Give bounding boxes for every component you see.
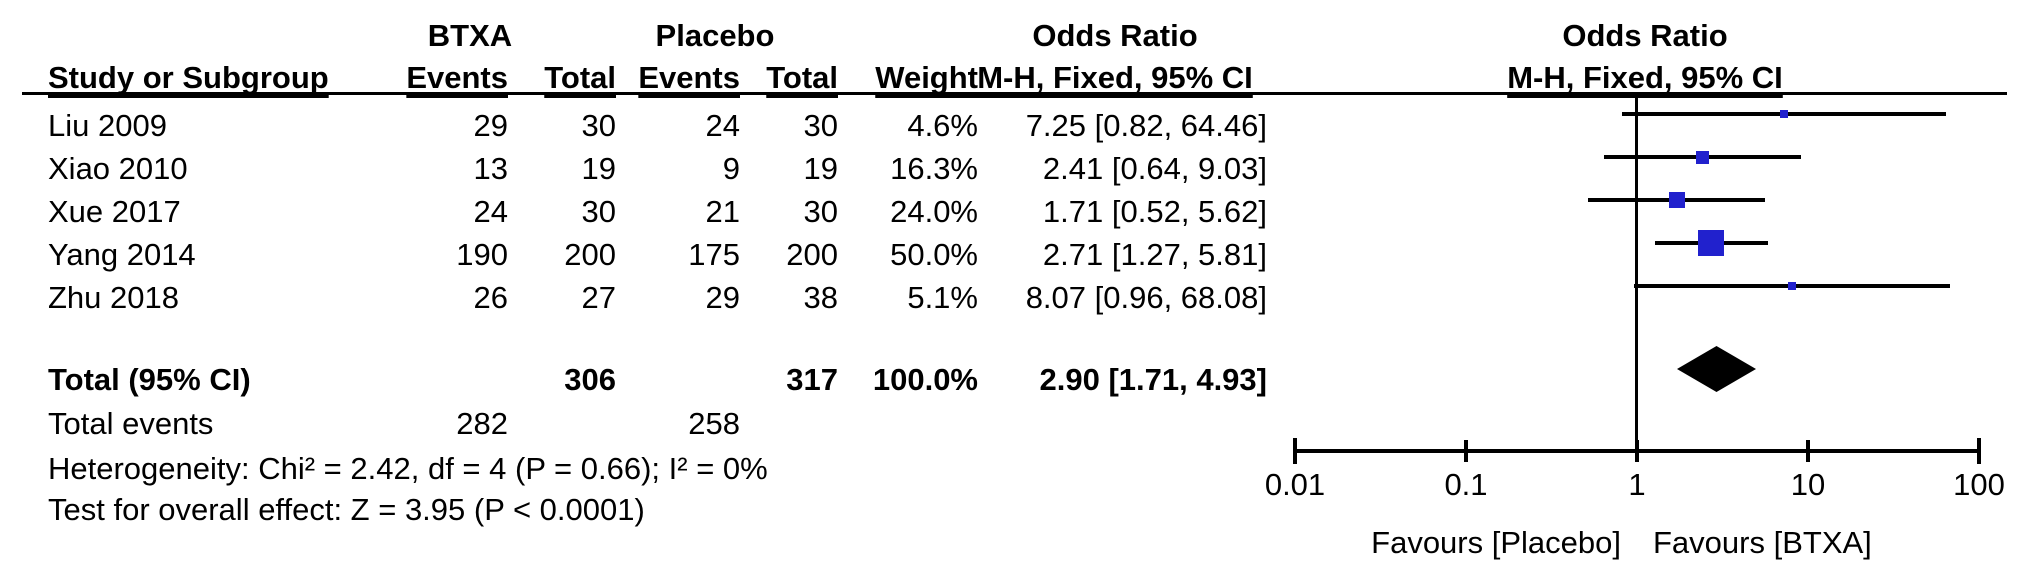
- or-square: [1698, 230, 1724, 256]
- x-axis-tick: [1806, 440, 1810, 462]
- heterogeneity-stats: Heterogeneity: Chi² = 2.42, df = 4 (P = …: [48, 451, 768, 486]
- x-axis-tick-label: 0.1: [1444, 467, 1488, 502]
- study-total-btxa: 30: [581, 194, 616, 229]
- total-btxa-total: 306: [564, 362, 616, 397]
- total-events-placebo: 258: [688, 406, 740, 441]
- study-events-btxa: 29: [473, 108, 508, 143]
- col-header-placebo-total: Total: [766, 60, 838, 95]
- total-row-label: Total (95% CI): [48, 362, 251, 397]
- total-events-btxa: 282: [456, 406, 508, 441]
- odds-ratio-header-plot-col: Odds Ratio: [1562, 18, 1728, 53]
- study-events-placebo: 29: [705, 280, 740, 315]
- col-header-mh-ci-plot: M-H, Fixed, 95% CI: [1507, 60, 1783, 95]
- total-weight: 100.0%: [872, 362, 978, 397]
- x-axis-tick-label: 100: [1953, 467, 2005, 502]
- header-rule: [22, 92, 2007, 95]
- study-ci-text: 2.71 [1.27, 5.81]: [1042, 237, 1267, 272]
- study-events-placebo: 175: [688, 237, 740, 272]
- group-header-placebo: Placebo: [655, 18, 775, 53]
- study-events-btxa: 13: [473, 151, 508, 186]
- x-axis-tick: [1293, 438, 1297, 464]
- study-total-btxa: 200: [564, 237, 616, 272]
- total-events-label: Total events: [48, 406, 214, 441]
- study-events-placebo: 9: [722, 151, 740, 186]
- study-weight: 50.0%: [890, 237, 978, 272]
- x-axis-tick-label: 0.01: [1264, 467, 1326, 502]
- col-header-placebo-events: Events: [638, 60, 740, 95]
- odds-ratio-header-text-col: Odds Ratio: [1032, 18, 1198, 53]
- study-events-btxa: 24: [473, 194, 508, 229]
- study-ci-text: 7.25 [0.82, 64.46]: [1025, 108, 1267, 143]
- no-effect-line: [1635, 95, 1638, 451]
- col-header-study: Study or Subgroup: [48, 60, 329, 95]
- study-weight: 16.3%: [890, 151, 978, 186]
- pooled-effect-diamond: [1677, 346, 1756, 392]
- col-header-btxa-events: Events: [406, 60, 508, 95]
- col-header-btxa-total: Total: [544, 60, 616, 95]
- study-events-btxa: 26: [473, 280, 508, 315]
- or-square: [1780, 110, 1788, 118]
- study-total-placebo: 30: [803, 108, 838, 143]
- study-ci-text: 2.41 [0.64, 9.03]: [1042, 151, 1267, 186]
- or-square: [1696, 151, 1709, 164]
- or-square: [1788, 282, 1796, 290]
- study-name: Zhu 2018: [48, 280, 179, 315]
- x-axis-tick: [1635, 440, 1639, 462]
- study-weight: 24.0%: [890, 194, 978, 229]
- study-weight: 4.6%: [907, 108, 978, 143]
- study-total-placebo: 30: [803, 194, 838, 229]
- study-total-btxa: 19: [581, 151, 616, 186]
- col-header-weight: Weight: [875, 60, 978, 95]
- x-axis-tick: [1464, 440, 1468, 462]
- x-axis-tick-label: 10: [1790, 467, 1826, 502]
- study-events-placebo: 21: [705, 194, 740, 229]
- study-ci-text: 1.71 [0.52, 5.62]: [1042, 194, 1267, 229]
- study-total-btxa: 27: [581, 280, 616, 315]
- study-total-btxa: 30: [581, 108, 616, 143]
- study-name: Liu 2009: [48, 108, 167, 143]
- study-name: Yang 2014: [48, 237, 196, 272]
- study-name: Xiao 2010: [48, 151, 188, 186]
- favours-right-label: Favours [BTXA]: [1653, 525, 1872, 560]
- total-ci-text: 2.90 [1.71, 4.93]: [1039, 362, 1268, 397]
- or-square: [1669, 192, 1685, 208]
- favours-left-label: Favours [Placebo]: [1371, 525, 1621, 560]
- group-header-btxa: BTXA: [427, 18, 513, 53]
- study-total-placebo: 19: [803, 151, 838, 186]
- col-header-mh-ci-text: M-H, Fixed, 95% CI: [977, 60, 1253, 95]
- study-events-btxa: 190: [456, 237, 508, 272]
- study-total-placebo: 200: [786, 237, 838, 272]
- study-weight: 5.1%: [907, 280, 978, 315]
- study-ci-text: 8.07 [0.96, 68.08]: [1025, 280, 1267, 315]
- study-name: Xue 2017: [48, 194, 181, 229]
- x-axis-tick: [1977, 438, 1981, 464]
- study-total-placebo: 38: [803, 280, 838, 315]
- total-placebo-total: 317: [786, 362, 838, 397]
- overall-effect-stats: Test for overall effect: Z = 3.95 (P < 0…: [48, 492, 645, 527]
- x-axis-tick-label: 1: [1628, 467, 1646, 502]
- study-events-placebo: 24: [705, 108, 740, 143]
